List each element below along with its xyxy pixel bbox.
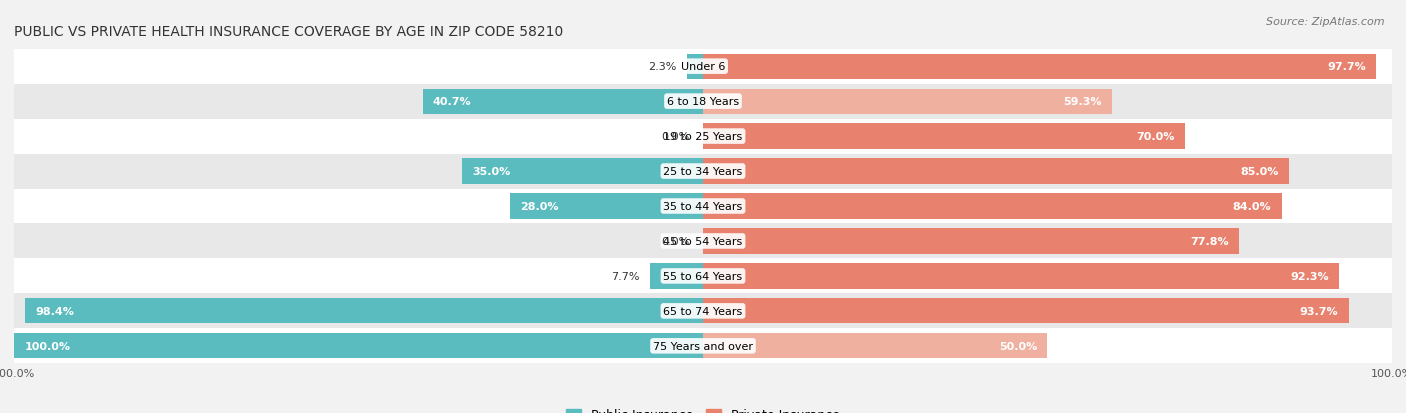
Text: 92.3%: 92.3% bbox=[1289, 271, 1329, 281]
Bar bbox=[650, 263, 703, 289]
Bar bbox=[703, 194, 1282, 219]
Text: 7.7%: 7.7% bbox=[612, 271, 640, 281]
Bar bbox=[14, 50, 1392, 84]
Bar bbox=[510, 194, 703, 219]
Text: 55 to 64 Years: 55 to 64 Years bbox=[664, 271, 742, 281]
Text: 2.3%: 2.3% bbox=[648, 62, 676, 72]
Bar bbox=[14, 294, 1392, 329]
Text: Source: ZipAtlas.com: Source: ZipAtlas.com bbox=[1267, 17, 1385, 26]
Text: 98.4%: 98.4% bbox=[35, 306, 75, 316]
Text: 28.0%: 28.0% bbox=[520, 202, 560, 211]
Bar bbox=[14, 154, 1392, 189]
Bar bbox=[703, 89, 1112, 114]
Text: 50.0%: 50.0% bbox=[998, 341, 1038, 351]
Bar bbox=[14, 189, 1392, 224]
Text: 77.8%: 77.8% bbox=[1189, 236, 1229, 247]
Bar bbox=[14, 224, 1392, 259]
Bar bbox=[703, 299, 1348, 324]
Bar bbox=[14, 329, 1392, 363]
Bar bbox=[14, 84, 1392, 119]
Text: 85.0%: 85.0% bbox=[1240, 166, 1278, 177]
Text: 0.0%: 0.0% bbox=[661, 236, 689, 247]
Text: 0.0%: 0.0% bbox=[661, 132, 689, 142]
Bar bbox=[703, 333, 1047, 358]
Text: PUBLIC VS PRIVATE HEALTH INSURANCE COVERAGE BY AGE IN ZIP CODE 58210: PUBLIC VS PRIVATE HEALTH INSURANCE COVER… bbox=[14, 25, 564, 39]
Text: 84.0%: 84.0% bbox=[1233, 202, 1271, 211]
Bar bbox=[25, 299, 703, 324]
Legend: Public Insurance, Private Insurance: Public Insurance, Private Insurance bbox=[561, 404, 845, 413]
Bar bbox=[14, 333, 703, 358]
Bar bbox=[14, 259, 1392, 294]
Bar bbox=[461, 159, 703, 184]
Bar bbox=[423, 89, 703, 114]
Text: 75 Years and over: 75 Years and over bbox=[652, 341, 754, 351]
Text: 45 to 54 Years: 45 to 54 Years bbox=[664, 236, 742, 247]
Text: 97.7%: 97.7% bbox=[1327, 62, 1365, 72]
Text: 100.0%: 100.0% bbox=[24, 341, 70, 351]
Bar bbox=[703, 263, 1339, 289]
Text: 40.7%: 40.7% bbox=[433, 97, 471, 107]
Text: 35 to 44 Years: 35 to 44 Years bbox=[664, 202, 742, 211]
Bar bbox=[703, 159, 1289, 184]
Bar bbox=[14, 119, 1392, 154]
Text: 35.0%: 35.0% bbox=[472, 166, 510, 177]
Text: 6 to 18 Years: 6 to 18 Years bbox=[666, 97, 740, 107]
Text: 59.3%: 59.3% bbox=[1063, 97, 1101, 107]
Text: 25 to 34 Years: 25 to 34 Years bbox=[664, 166, 742, 177]
Bar bbox=[703, 124, 1185, 150]
Text: 19 to 25 Years: 19 to 25 Years bbox=[664, 132, 742, 142]
Text: 65 to 74 Years: 65 to 74 Years bbox=[664, 306, 742, 316]
Bar bbox=[703, 229, 1239, 254]
Text: 70.0%: 70.0% bbox=[1136, 132, 1175, 142]
Bar bbox=[688, 55, 703, 80]
Text: Under 6: Under 6 bbox=[681, 62, 725, 72]
Text: 93.7%: 93.7% bbox=[1299, 306, 1339, 316]
Bar bbox=[703, 55, 1376, 80]
